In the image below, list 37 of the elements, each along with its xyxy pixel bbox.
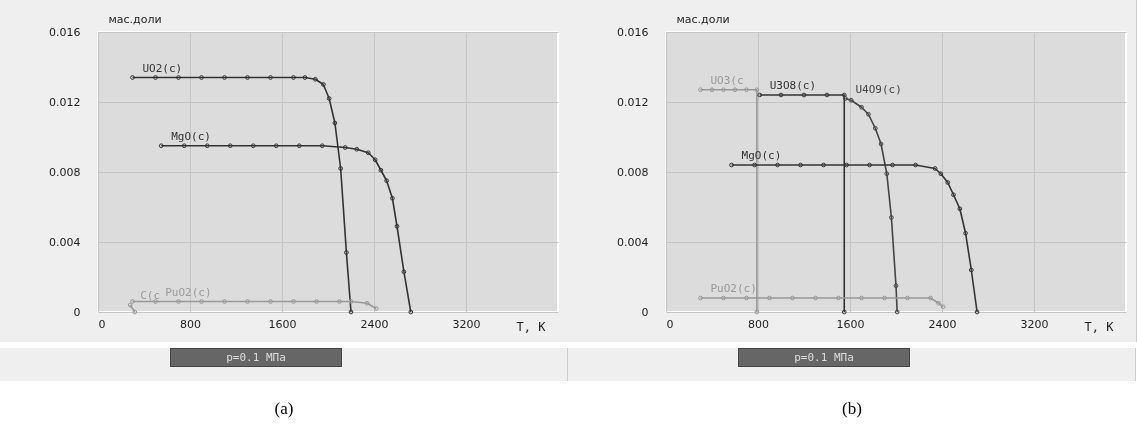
x-axis-title: T, K xyxy=(1084,319,1115,334)
y-tick-label: 0.016 xyxy=(49,25,81,39)
x-tick-label: 800 xyxy=(180,317,201,331)
series-label: PuO2(c) xyxy=(165,285,212,299)
series-label: UO3(c xyxy=(710,73,744,87)
series-label: MgO(c) xyxy=(741,149,782,162)
y-tick-label: 0.012 xyxy=(617,95,649,109)
x-tick-label: 2400 xyxy=(928,317,957,331)
y-tick-label: 0.004 xyxy=(617,235,649,249)
series-label: UO2(c) xyxy=(142,61,183,75)
y-tick-label: 0 xyxy=(641,305,649,319)
x-tick-label: 0 xyxy=(666,317,674,331)
y-tick-label: 0.004 xyxy=(49,235,81,249)
y-axis-title: мас.доли xyxy=(676,12,730,26)
text: p=0.1 МПа xyxy=(170,348,342,367)
series-label: MgO(c) xyxy=(171,129,211,143)
y-tick-label: 0 xyxy=(73,305,81,319)
series-label: U3O8(c) xyxy=(769,79,817,92)
y-tick-label: 0.008 xyxy=(617,165,649,179)
series-label: C(c xyxy=(140,289,161,302)
x-tick-label: 2400 xyxy=(360,317,389,331)
y-axis-title: мас.доли xyxy=(108,12,162,26)
series-label: U4O9(c) xyxy=(855,82,902,96)
x-tick-label: 1600 xyxy=(836,317,865,331)
x-tick-label: 3200 xyxy=(1020,317,1049,331)
y-tick-label: 0.012 xyxy=(49,95,81,109)
x-tick-label: 0 xyxy=(98,317,106,331)
x-tick-label: 3200 xyxy=(452,317,481,331)
text: (b) xyxy=(841,399,863,419)
x-tick-label: 800 xyxy=(748,317,769,331)
x-tick-label: 1600 xyxy=(268,317,297,331)
y-tick-label: 0.008 xyxy=(49,165,81,179)
series-label: PuO2(c) xyxy=(710,282,757,295)
text: (a) xyxy=(273,399,295,419)
x-axis-title: T, K xyxy=(516,319,547,334)
y-tick-label: 0.016 xyxy=(617,25,649,39)
text: p=0.1 МПа xyxy=(738,348,910,367)
